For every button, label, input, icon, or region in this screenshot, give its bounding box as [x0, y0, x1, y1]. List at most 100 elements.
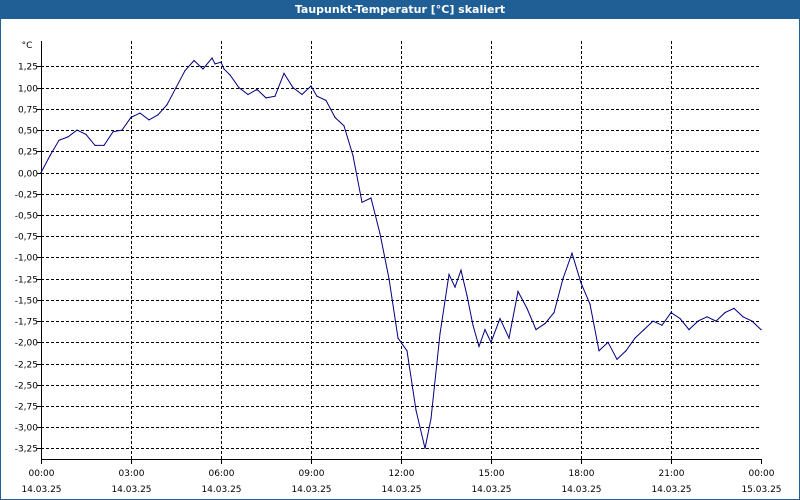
data-point [292, 87, 294, 89]
data-point [148, 119, 150, 121]
x-tick-time: 21:00 [659, 469, 685, 479]
x-tick-time: 00:00 [749, 469, 775, 479]
data-point [643, 329, 645, 331]
data-point [130, 116, 132, 118]
x-tick-time: 03:00 [119, 469, 145, 479]
data-point [274, 95, 276, 97]
data-point [580, 282, 582, 284]
y-tick-label: -2,75 [15, 403, 38, 413]
data-point [607, 341, 609, 343]
data-point [571, 252, 573, 254]
data-point [343, 125, 345, 127]
data-point [715, 320, 717, 322]
y-tick-label: 0,00 [18, 170, 38, 180]
x-tick-date: 14.03.25 [561, 485, 601, 495]
data-point [223, 68, 225, 70]
y-tick-label: -0,75 [15, 233, 38, 243]
data-point [616, 358, 618, 360]
data-point [472, 324, 474, 326]
data-point [742, 316, 744, 318]
x-tick-date: 14.03.25 [21, 485, 61, 495]
y-tick-label: 0,50 [18, 127, 38, 137]
y-tick-label: 1,25 [18, 63, 38, 73]
data-point [499, 317, 501, 320]
data-point [67, 136, 69, 138]
data-point [139, 112, 141, 114]
data-point [661, 324, 663, 326]
data-point [49, 155, 51, 157]
x-tick-date: 14.03.25 [291, 485, 331, 495]
x-tick-time: 15:00 [479, 469, 505, 479]
data-point [544, 323, 546, 325]
chart-title: Taupunkt-Temperatur [°C] skaliert [1, 1, 799, 19]
y-tick-label: -1,75 [15, 318, 38, 328]
y-unit-label: °C [22, 41, 33, 51]
data-point [448, 273, 450, 275]
y-tick-label: -0,25 [15, 191, 38, 201]
data-point [517, 290, 519, 292]
data-point [202, 68, 204, 70]
y-tick-label: -0,50 [15, 212, 39, 222]
data-point [424, 447, 426, 449]
data-point [460, 269, 462, 271]
x-tick-time: 06:00 [209, 469, 235, 479]
data-point [439, 333, 441, 335]
y-tick-label: -2,50 [15, 382, 39, 392]
y-tick-label: -1,25 [15, 276, 38, 286]
data-point [670, 312, 672, 314]
y-tick-label: -1,00 [15, 254, 39, 264]
data-point [697, 320, 699, 322]
x-tick-date: 15.03.25 [741, 485, 781, 495]
data-point [265, 97, 267, 99]
data-point [397, 337, 399, 339]
data-point [454, 286, 456, 288]
data-point [325, 99, 327, 101]
data-point [283, 72, 285, 74]
data-point [724, 312, 726, 314]
data-point [589, 303, 591, 305]
data-point [334, 116, 336, 118]
data-point [40, 172, 42, 174]
x-tick-time: 09:00 [299, 469, 325, 479]
data-point [121, 129, 123, 131]
x-tick-time: 18:00 [569, 469, 595, 479]
x-tick-date: 14.03.25 [471, 485, 511, 495]
x-tick-time: 00:00 [29, 469, 55, 479]
y-tick-label: 0,75 [18, 106, 38, 116]
data-point [625, 350, 627, 352]
data-point [688, 329, 690, 331]
x-tick-date: 14.03.25 [381, 485, 421, 495]
data-point [415, 409, 417, 411]
data-point [211, 57, 213, 59]
data-point [310, 85, 312, 87]
data-point [508, 337, 510, 339]
data-point [247, 93, 249, 96]
data-point [706, 316, 708, 318]
data-point [220, 61, 222, 63]
data-point [229, 74, 231, 76]
y-tick-label: 1,00 [18, 85, 38, 95]
data-point [652, 320, 654, 322]
data-point [157, 114, 159, 116]
data-point [562, 278, 564, 280]
data-point [94, 144, 96, 146]
data-point [238, 87, 240, 89]
data-point [193, 59, 195, 62]
data-point [58, 139, 60, 141]
data-point [214, 63, 216, 65]
series-line [40, 57, 762, 449]
x-tick-date: 14.03.25 [651, 485, 691, 495]
data-point [598, 350, 600, 352]
data-point [526, 307, 528, 309]
x-tick-date: 14.03.25 [201, 485, 241, 495]
data-point [256, 88, 258, 90]
data-point [76, 129, 78, 131]
data-point [85, 133, 87, 135]
data-point [466, 295, 468, 297]
data-point [430, 418, 432, 420]
data-point [103, 144, 105, 146]
data-point [751, 320, 753, 322]
x-tick-date: 14.03.25 [111, 485, 151, 495]
